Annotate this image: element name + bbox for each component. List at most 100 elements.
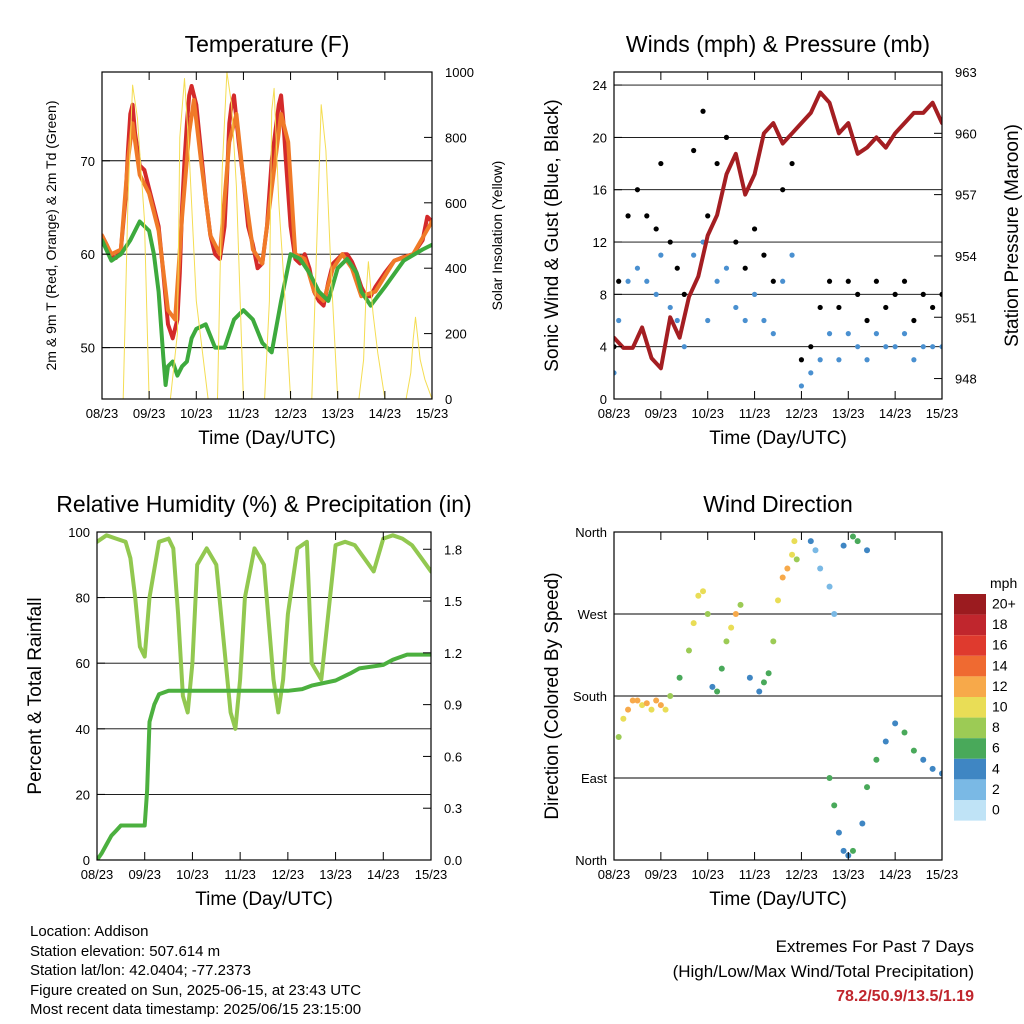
legend-label: 20+ — [992, 596, 1016, 612]
y-tick-label: 12 — [593, 235, 607, 250]
y2-axis-label: Station Pressure (Maroon) — [1002, 124, 1023, 347]
x-tick-label: 08/23 — [598, 867, 631, 882]
direction-point — [695, 592, 702, 599]
direction-point — [849, 533, 856, 540]
data-point — [714, 160, 720, 167]
data-point — [780, 278, 786, 284]
direction-point — [920, 756, 927, 763]
direction-point — [728, 624, 735, 631]
data-point — [901, 331, 908, 337]
legend-swatch — [954, 594, 986, 615]
data-point — [634, 265, 641, 271]
data-point — [667, 304, 673, 311]
series-line-yellow — [102, 72, 432, 399]
direction-point — [648, 706, 655, 713]
station-latlon: Station lat/lon: 42.0404; -77.2373 — [30, 962, 252, 979]
data-point — [644, 213, 650, 219]
data-point — [681, 291, 687, 297]
legend-label: 18 — [992, 616, 1008, 632]
data-point — [798, 357, 805, 363]
y-tick-label: 0 — [83, 853, 90, 868]
direction-point — [662, 706, 669, 713]
data-point — [616, 317, 622, 324]
direction-point — [643, 700, 650, 707]
data-point — [705, 213, 711, 219]
legend-title: mph — [990, 575, 1017, 591]
x-tick-label: 12/23 — [272, 867, 305, 882]
legend-swatch — [954, 614, 986, 636]
plot-area — [615, 533, 942, 859]
series-blue — [614, 239, 942, 389]
data-point — [930, 304, 936, 311]
x-tick-label: 08/23 — [81, 867, 114, 882]
plot-area — [97, 533, 431, 860]
data-point — [625, 278, 631, 284]
direction-point — [864, 547, 871, 554]
y-tick-label: 20 — [76, 787, 90, 802]
legend-label: 8 — [992, 719, 1000, 735]
y2-tick-label: 1000 — [445, 65, 474, 80]
x-tick-label: 12/23 — [785, 867, 818, 882]
x-tick-label: 13/23 — [832, 406, 865, 421]
direction-point — [775, 597, 781, 604]
x-tick-label: 08/23 — [598, 406, 631, 421]
x-tick-label: 15/23 — [926, 406, 959, 421]
legend-label: 16 — [992, 637, 1008, 653]
data-point — [751, 226, 758, 232]
x-tick-label: 09/23 — [128, 867, 161, 882]
data-point — [658, 160, 664, 167]
data-point — [817, 304, 823, 311]
x-axis-label: Time (Day/UTC) — [195, 889, 333, 910]
x-tick-label: 14/23 — [879, 406, 912, 421]
y-tick-label: 0 — [600, 392, 607, 407]
x-tick-label: 12/23 — [785, 406, 818, 421]
direction-point — [714, 688, 721, 695]
data-point — [614, 370, 617, 376]
legend-swatch — [954, 676, 986, 697]
y2-tick-label: 1.2 — [444, 646, 462, 661]
data-point — [616, 278, 622, 284]
y2-tick-label: 954 — [955, 249, 977, 264]
direction-point — [639, 702, 646, 709]
direction-point — [892, 720, 899, 727]
humidity-chart: Relative Humidity (%) & Precipitation (i… — [25, 491, 472, 910]
chart-title: Temperature (F) — [185, 31, 350, 57]
legend-swatch — [954, 655, 986, 677]
data-point — [930, 344, 936, 350]
direction-point — [657, 702, 664, 709]
data-point — [920, 291, 926, 297]
y-tick-label: 100 — [68, 525, 90, 540]
data-point — [681, 344, 687, 350]
legend-label: 10 — [992, 699, 1008, 715]
data-point — [855, 344, 861, 350]
series-line-relative-humidity — [97, 533, 431, 731]
extremes-subtitle: (High/Low/Max Wind/Total Precipitation) — [672, 962, 974, 981]
direction-point — [840, 847, 847, 854]
direction-point — [625, 706, 632, 713]
y-axis-label: Sonic Wind & Gust (Blue, Black) — [542, 99, 563, 371]
direction-point — [765, 670, 772, 677]
y-tick-label: 50 — [81, 341, 95, 356]
y-tick-label: North — [575, 525, 607, 540]
x-axis-label: Time (Day/UTC) — [709, 428, 847, 449]
y2-tick-label: 0.6 — [444, 749, 462, 764]
data-point — [883, 304, 889, 311]
y-axis-label: Direction (Colored By Speed) — [542, 572, 563, 819]
data-point — [911, 317, 917, 324]
data-point — [761, 317, 767, 324]
station-info: Location: Addison Station elevation: 507… — [30, 922, 361, 1020]
data-point — [798, 383, 805, 389]
direction-point — [615, 734, 622, 740]
direction-point — [831, 611, 838, 617]
y-tick-label: 4 — [600, 340, 607, 355]
data-point — [667, 239, 673, 245]
data-point — [864, 317, 870, 324]
station-elevation: Station elevation: 507.614 m — [30, 942, 221, 960]
direction-point — [737, 601, 744, 608]
direction-point — [690, 620, 697, 627]
x-tick-label: 14/23 — [369, 406, 402, 421]
data-point — [742, 265, 748, 271]
direction-point — [770, 638, 777, 645]
data-point — [892, 344, 898, 350]
